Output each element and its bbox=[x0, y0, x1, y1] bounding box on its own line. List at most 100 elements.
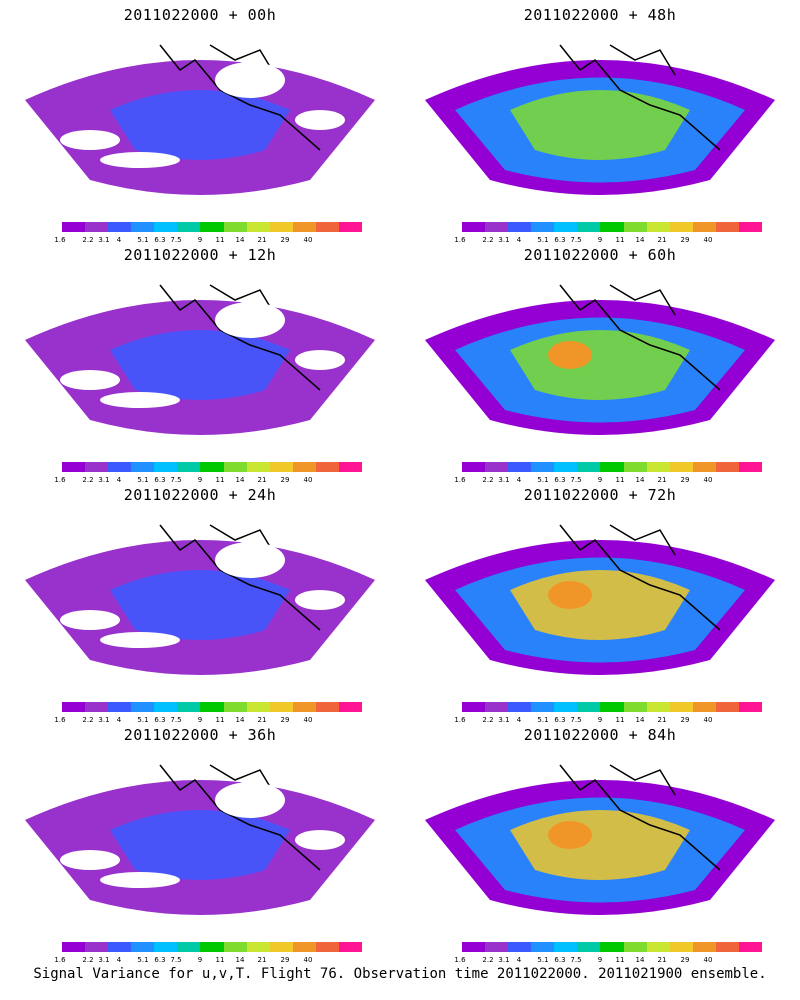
colorbar-segment bbox=[131, 462, 155, 472]
colorbar-segment bbox=[154, 702, 178, 712]
colorbar-segment bbox=[738, 942, 763, 952]
colorbar-label: 21 bbox=[657, 236, 667, 244]
colorbar-label: 29 bbox=[680, 236, 690, 244]
colorbar bbox=[462, 702, 763, 712]
masked-region bbox=[100, 152, 180, 168]
map-panel: 2011022000 + 00h 1.6 2.2 3.1 4 5.1 6.3 7.5 9 11 14… bbox=[0, 0, 400, 244]
panel-title: 2011022000 + 60h bbox=[523, 246, 677, 264]
colorbar-label: 4 bbox=[116, 236, 122, 244]
colorbar-segment bbox=[485, 222, 509, 232]
colorbar-segment bbox=[692, 942, 716, 952]
colorbar-label: 9 bbox=[197, 236, 203, 244]
polar-map bbox=[25, 764, 375, 915]
polar-map bbox=[25, 524, 375, 675]
colorbar-segment bbox=[177, 462, 201, 472]
colorbar-label: 29 bbox=[280, 236, 290, 244]
colorbar-label: 11 bbox=[615, 716, 625, 724]
coastline bbox=[559, 44, 721, 151]
colorbar-label: 2.2 bbox=[482, 956, 494, 964]
colorbar-segment bbox=[154, 222, 178, 232]
colorbar-label: 7.5 bbox=[170, 476, 182, 484]
colorbar-label: 3.1 bbox=[98, 716, 110, 724]
colorbar-label: 5.1 bbox=[137, 716, 149, 724]
colorbar-label: 1.6 bbox=[54, 476, 66, 484]
colorbar-labels: 1.6 2.2 3.1 4 5.1 6.3 7.5 9 11 14 21 29 40 bbox=[450, 956, 770, 966]
colorbar-label: 6.3 bbox=[154, 476, 166, 484]
colorbar-segment bbox=[62, 942, 86, 952]
colorbar-segment bbox=[738, 222, 763, 232]
variance-field-core bbox=[110, 330, 290, 400]
colorbar-labels: 1.6 2.2 3.1 4 5.1 6.3 7.5 9 11 14 21 29 40 bbox=[50, 236, 370, 246]
colorbar-segment bbox=[554, 222, 578, 232]
colorbar-label: 9 bbox=[597, 956, 603, 964]
map-panel: 2011022000 + 84h 1.6 2.2 3.1 4 5.1 6.3 7.5 9 11 14… bbox=[400, 720, 800, 964]
map-panel: 2011022000 + 12h 1.6 2.2 3.1 4 5.1 6.3 7.5 9 11 14… bbox=[0, 240, 400, 484]
variance-field-core bbox=[510, 90, 690, 160]
colorbar-label: 2.2 bbox=[482, 716, 494, 724]
colorbar-label: 3.1 bbox=[498, 476, 510, 484]
colorbar-segment bbox=[577, 942, 601, 952]
masked-region bbox=[295, 830, 345, 850]
colorbar-segment bbox=[246, 462, 270, 472]
colorbar-label: 3.1 bbox=[98, 476, 110, 484]
colorbar-segment bbox=[223, 222, 247, 232]
colorbar-label: 9 bbox=[197, 476, 203, 484]
colorbar-label: 6.3 bbox=[554, 716, 566, 724]
panel-title: 2011022000 + 36h bbox=[123, 726, 277, 744]
colorbar-segment bbox=[269, 462, 293, 472]
colorbar-segment bbox=[246, 942, 270, 952]
colorbar-label: 5.1 bbox=[137, 476, 149, 484]
colorbar-label: 11 bbox=[215, 956, 225, 964]
polar-map bbox=[25, 44, 375, 195]
colorbar-segment bbox=[223, 942, 247, 952]
colorbar-label: 7.5 bbox=[570, 236, 582, 244]
colorbar-label: 3.1 bbox=[498, 716, 510, 724]
colorbar-labels: 1.6 2.2 3.1 4 5.1 6.3 7.5 9 11 14 21 29 40 bbox=[450, 716, 770, 726]
variance-maximum bbox=[548, 341, 592, 369]
colorbar-segment bbox=[223, 462, 247, 472]
colorbar-segment bbox=[715, 222, 739, 232]
colorbar-label: 1.6 bbox=[54, 716, 66, 724]
colorbar-label: 5.1 bbox=[537, 716, 549, 724]
colorbar-label: 29 bbox=[280, 476, 290, 484]
colorbar-label: 29 bbox=[680, 956, 690, 964]
map-panel: 2011022000 + 48h 1.6 2.2 3.1 4 5.1 6.3 7.5 9 11 14… bbox=[400, 0, 800, 244]
colorbar-segment bbox=[600, 702, 624, 712]
colorbar-label: 3.1 bbox=[498, 236, 510, 244]
colorbar-segment bbox=[669, 942, 693, 952]
variance-field-core bbox=[110, 570, 290, 640]
colorbar-segment bbox=[508, 942, 532, 952]
variance-field-core bbox=[510, 570, 690, 640]
colorbar-segment bbox=[669, 462, 693, 472]
colorbar-segment bbox=[623, 702, 647, 712]
colorbar-label: 40 bbox=[703, 236, 713, 244]
colorbar-label: 11 bbox=[215, 236, 225, 244]
colorbar-segment bbox=[623, 942, 647, 952]
colorbar-segment bbox=[692, 222, 716, 232]
colorbar-segment bbox=[108, 702, 132, 712]
colorbar bbox=[462, 222, 763, 232]
colorbar-segment bbox=[508, 702, 532, 712]
panel-title: 2011022000 + 12h bbox=[123, 246, 277, 264]
colorbar-segment bbox=[315, 462, 339, 472]
colorbar-label: 21 bbox=[657, 716, 667, 724]
masked-region bbox=[100, 872, 180, 888]
map-panel: 2011022000 + 36h 1.6 2.2 3.1 4 5.1 6.3 7.5 9 11 14… bbox=[0, 720, 400, 964]
colorbar-segment bbox=[62, 222, 86, 232]
colorbar-label: 6.3 bbox=[154, 236, 166, 244]
colorbar-segment bbox=[485, 462, 509, 472]
colorbar-label: 6.3 bbox=[554, 956, 566, 964]
colorbar-label: 7.5 bbox=[170, 716, 182, 724]
colorbar-labels: 1.6 2.2 3.1 4 5.1 6.3 7.5 9 11 14 21 29 40 bbox=[450, 236, 770, 246]
colorbar-label: 3.1 bbox=[98, 236, 110, 244]
colorbar-label: 21 bbox=[657, 956, 667, 964]
masked-region bbox=[60, 130, 120, 150]
colorbar-segment bbox=[485, 942, 509, 952]
colorbar-segment bbox=[600, 222, 624, 232]
colorbar-segment bbox=[292, 462, 316, 472]
colorbar-segment bbox=[131, 942, 155, 952]
colorbar-label: 1.6 bbox=[454, 236, 466, 244]
colorbar-segment bbox=[315, 222, 339, 232]
colorbar-segment bbox=[338, 942, 363, 952]
colorbar-segment bbox=[577, 702, 601, 712]
